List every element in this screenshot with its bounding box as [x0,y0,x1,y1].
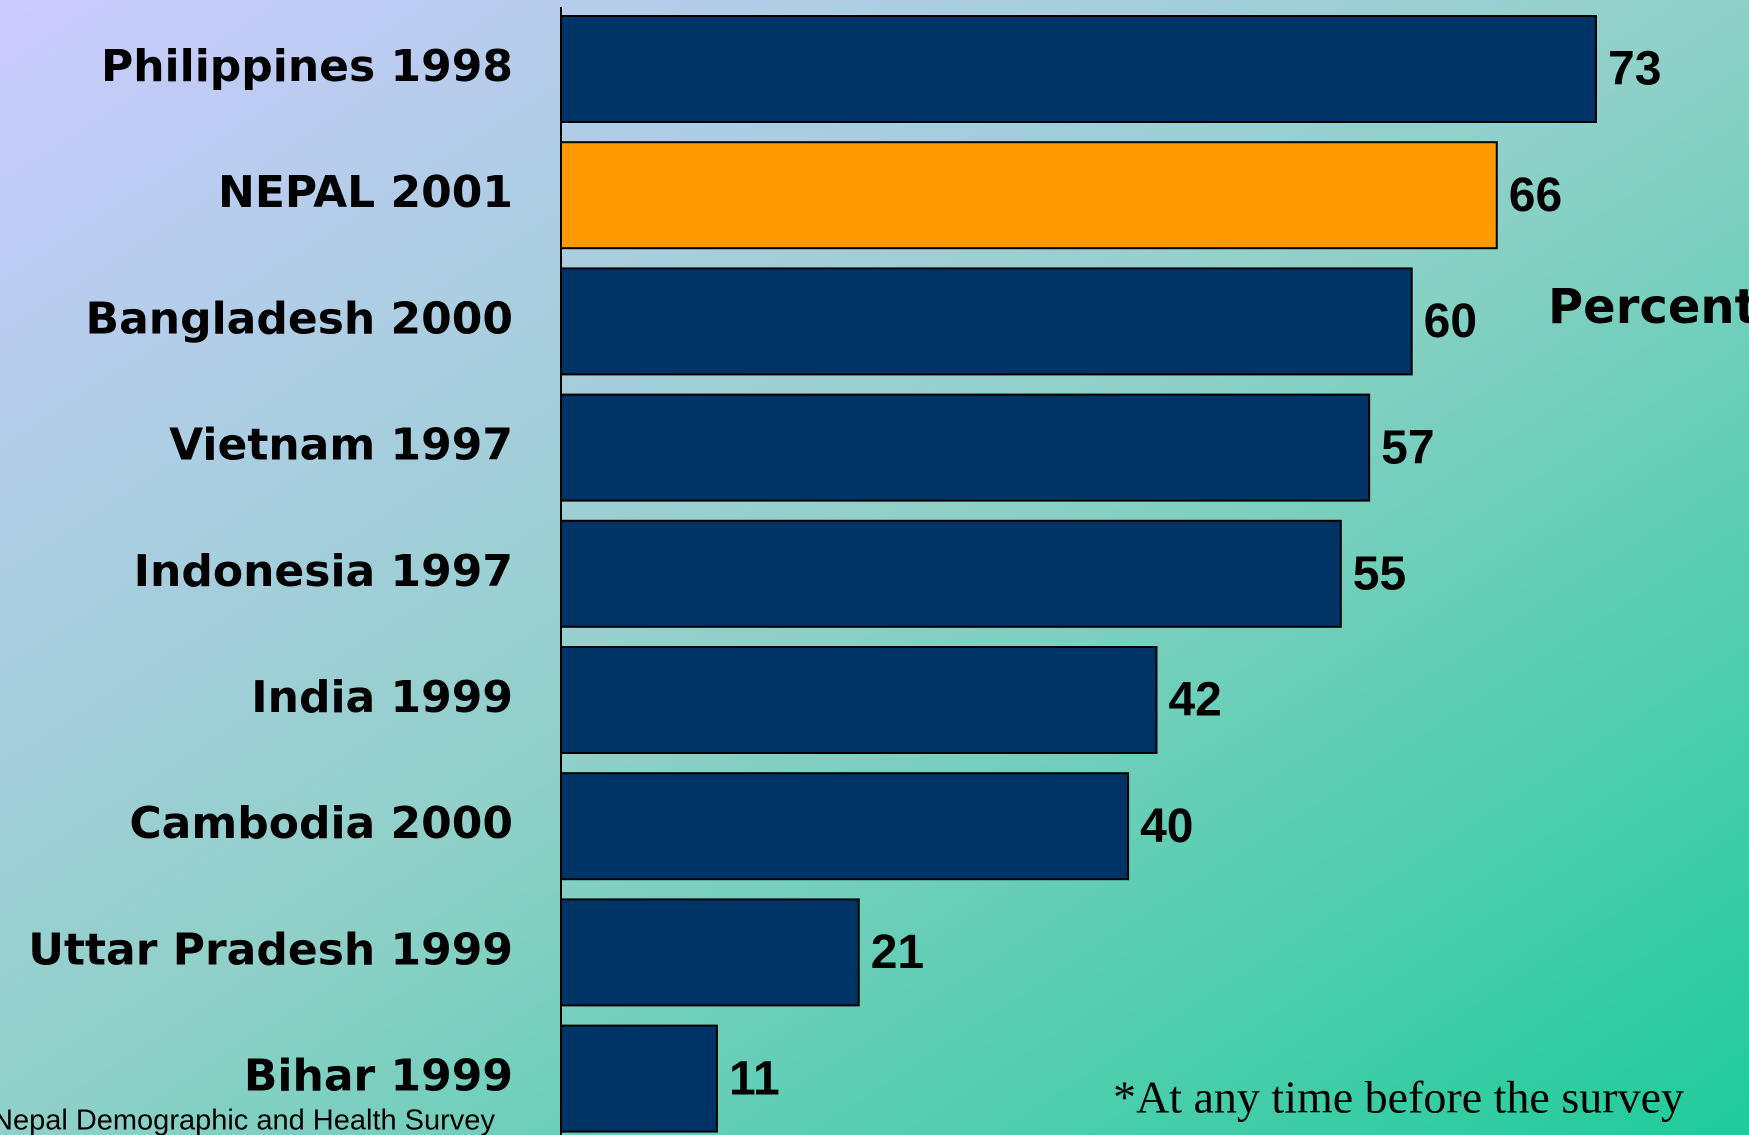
value-label: 40 [1140,800,1193,853]
value-label: 21 [871,926,924,979]
bar [560,141,1498,250]
category-label: India 1999 [251,672,513,723]
value-label: 11 [729,1052,780,1105]
bar [560,393,1371,502]
bar [560,646,1158,754]
category-label: Philippines 1998 [101,41,513,92]
value-label: 60 [1424,295,1477,348]
category-label: Vietnam 1997 [169,420,513,471]
unit-label: Percent [1548,279,1749,335]
value-label: 55 [1353,547,1406,600]
category-label: NEPAL 2001 [218,167,513,218]
bar [560,898,860,1007]
value-label: 73 [1608,43,1661,96]
value-label: 42 [1168,674,1221,727]
category-label: Bihar 1999 [244,1051,513,1102]
bar [560,519,1342,628]
bar [560,267,1413,376]
source: Nepal Demographic and Health Survey [0,1105,495,1135]
category-label: Uttar Pradesh 1999 [28,924,513,975]
value-label: 57 [1381,421,1434,474]
bar [560,772,1130,881]
category-label: Cambodia 2000 [129,798,513,849]
bar [560,15,1597,123]
category-label: Indonesia 1997 [134,546,513,597]
footnote: *At any time before the survey [1113,1072,1684,1123]
category-label: Bangladesh 2000 [86,293,513,344]
value-label: 66 [1509,169,1562,222]
bar [560,1024,718,1133]
